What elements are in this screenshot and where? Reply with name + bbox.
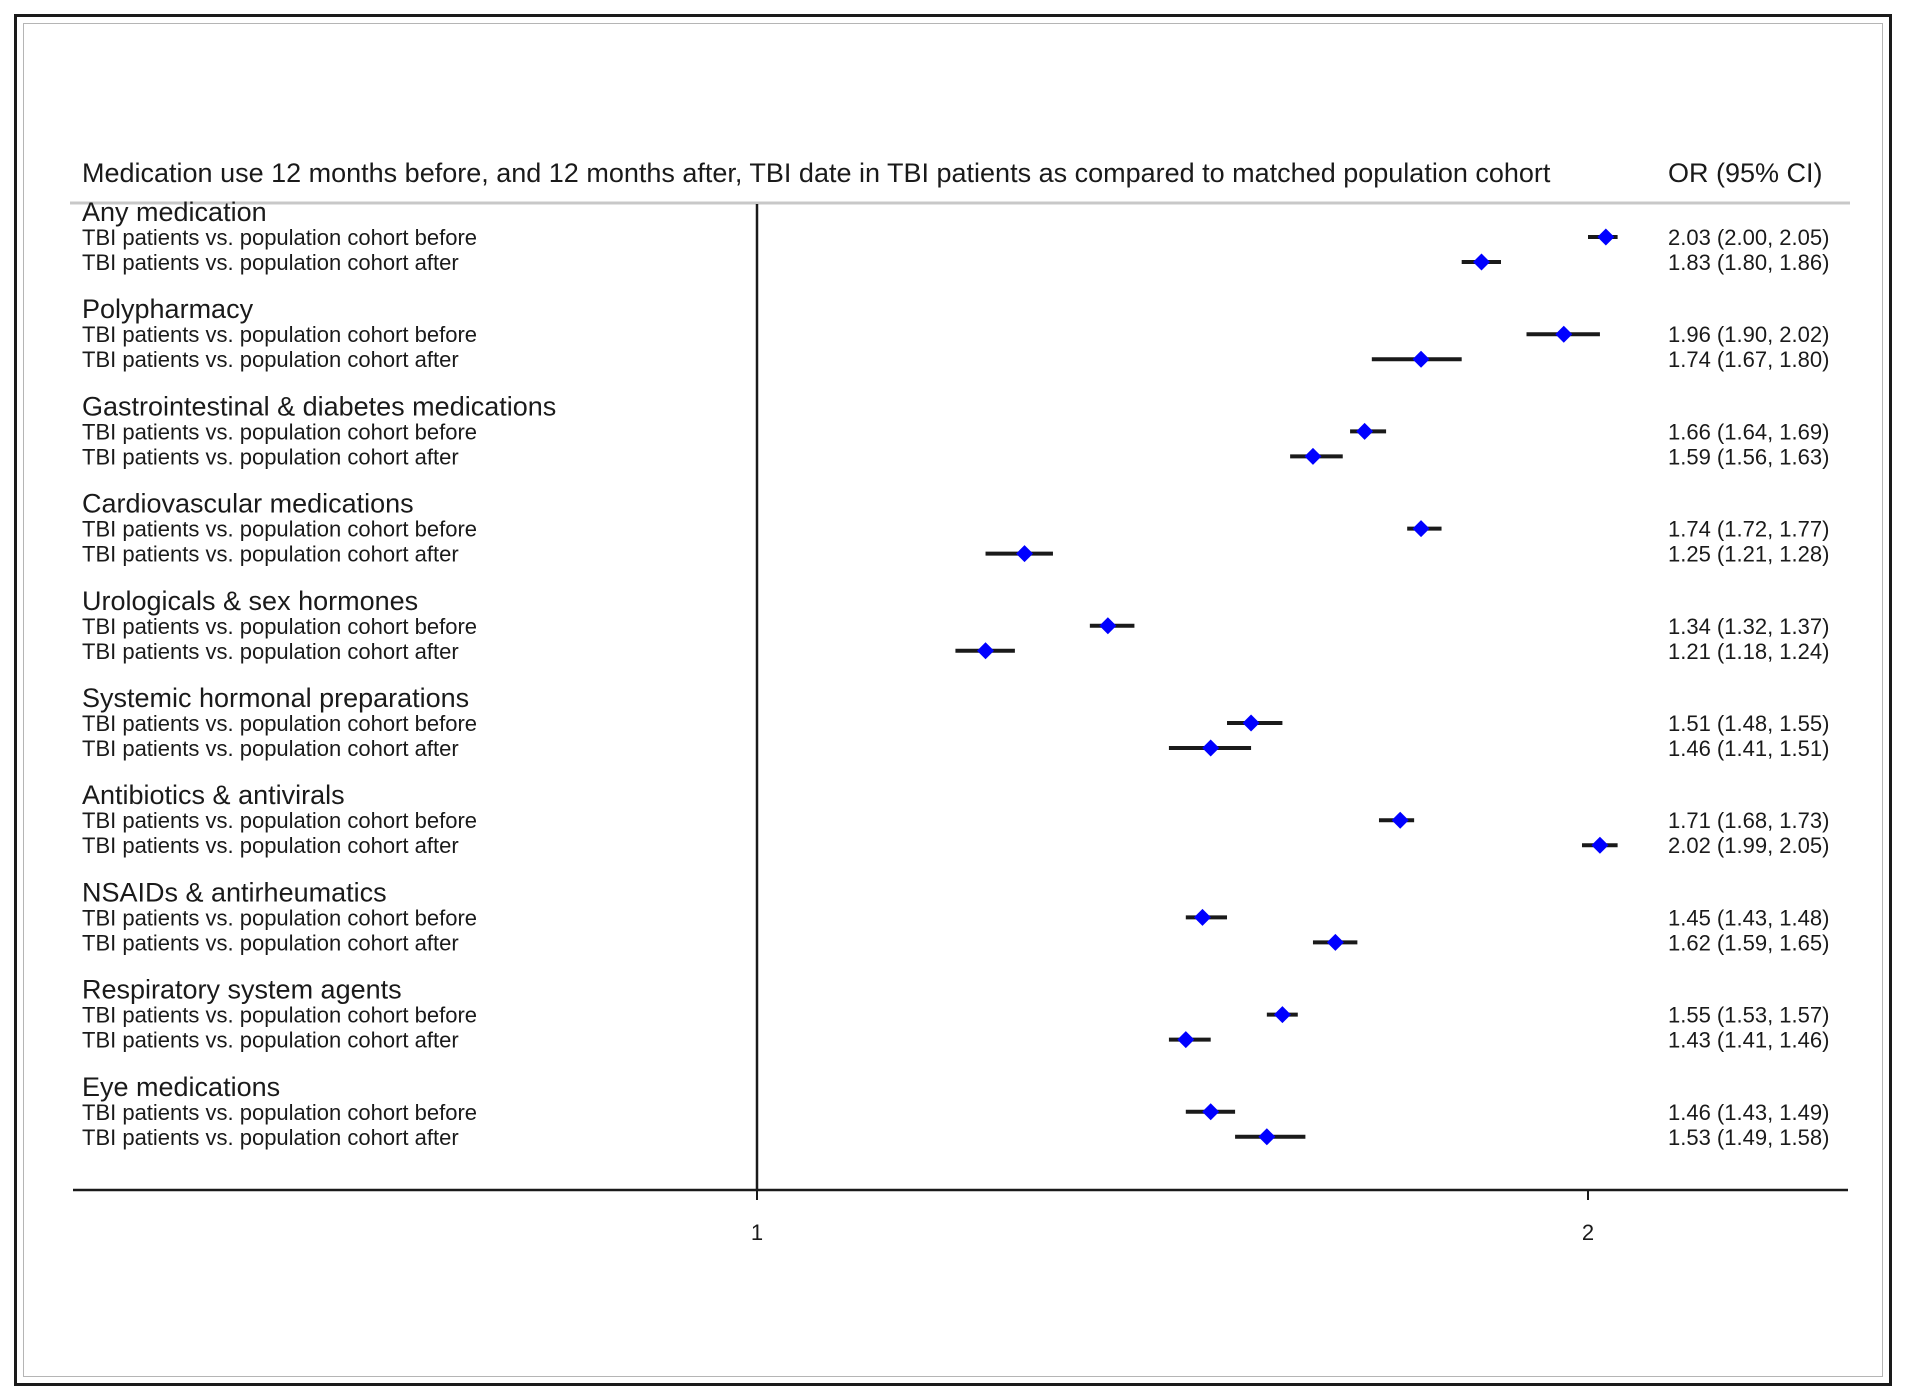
or-ci-value: 1.53 (1.49, 1.58) [1668,1125,1829,1150]
plot-title: Medication use 12 months before, and 12 … [82,158,1551,188]
group-label: Antibiotics & antivirals [82,780,345,810]
or-ci-value: 1.62 (1.59, 1.65) [1668,930,1829,955]
row-label: TBI patients vs. population cohort befor… [82,322,477,347]
x-tick-label: 1 [751,1220,763,1245]
or-ci-value: 2.02 (1.99, 2.05) [1668,833,1829,858]
row-label: TBI patients vs. population cohort after [82,347,459,372]
point-estimate-marker [1273,1006,1291,1024]
or-ci-value: 1.46 (1.41, 1.51) [1668,736,1829,761]
or-ci-value: 1.46 (1.43, 1.49) [1668,1100,1829,1125]
point-estimate-marker [1099,617,1117,635]
point-estimate-marker [1555,325,1573,343]
point-estimate-marker [1597,228,1615,246]
figure-frame [14,14,1892,1386]
or-ci-value: 1.45 (1.43, 1.48) [1668,905,1829,930]
row-label: TBI patients vs. population cohort after [82,542,459,567]
point-estimate-marker [1202,1103,1220,1121]
group-label: Cardiovascular medications [82,489,414,519]
group-label: Gastrointestinal & diabetes medications [82,391,556,421]
row-label: TBI patients vs. population cohort befor… [82,419,477,444]
or-ci-value: 2.03 (2.00, 2.05) [1668,225,1829,250]
x-tick-label: 2 [1582,1220,1594,1245]
point-estimate-marker [1016,545,1034,563]
or-ci-value: 1.66 (1.64, 1.69) [1668,419,1829,444]
group-label: Any medication [82,197,267,227]
group-label: Polypharmacy [82,294,254,324]
or-ci-value: 1.43 (1.41, 1.46) [1668,1028,1829,1053]
or-ci-value: 1.34 (1.32, 1.37) [1668,614,1829,639]
or-ci-value: 1.74 (1.72, 1.77) [1668,517,1829,542]
or-ci-value: 1.51 (1.48, 1.55) [1668,711,1829,736]
row-label: TBI patients vs. population cohort befor… [82,517,477,542]
row-label: TBI patients vs. population cohort befor… [82,1100,477,1125]
or-ci-value: 1.25 (1.21, 1.28) [1668,542,1829,567]
point-estimate-marker [1242,714,1260,732]
stat-header: OR (95% CI) [1668,158,1823,188]
row-label: TBI patients vs. population cohort after [82,736,459,761]
row-label: TBI patients vs. population cohort befor… [82,1003,477,1028]
point-estimate-marker [1258,1128,1276,1146]
row-label: TBI patients vs. population cohort after [82,833,459,858]
or-ci-value: 1.83 (1.80, 1.86) [1668,250,1829,275]
or-ci-value: 1.74 (1.67, 1.80) [1668,347,1829,372]
point-estimate-marker [1304,447,1322,465]
group-block: Gastrointestinal & diabetes medicationsT… [82,391,1829,469]
point-estimate-marker [1177,1031,1195,1049]
point-estimate-marker [1473,253,1491,271]
point-estimate-marker [1591,836,1609,854]
row-label: TBI patients vs. population cohort befor… [82,711,477,736]
row-label: TBI patients vs. population cohort after [82,639,459,664]
group-label: Eye medications [82,1072,280,1102]
or-ci-value: 1.96 (1.90, 2.02) [1668,322,1829,347]
point-estimate-marker [1202,739,1220,757]
group-label: Urologicals & sex hormones [82,586,418,616]
group-label: Respiratory system agents [82,975,402,1005]
row-label: TBI patients vs. population cohort befor… [82,614,477,639]
or-ci-value: 1.59 (1.56, 1.63) [1668,444,1829,469]
or-ci-value: 1.71 (1.68, 1.73) [1668,808,1829,833]
point-estimate-marker [1326,933,1344,951]
row-label: TBI patients vs. population cohort befor… [82,808,477,833]
or-ci-value: 1.21 (1.18, 1.24) [1668,639,1829,664]
row-label: TBI patients vs. population cohort after [82,930,459,955]
row-label: TBI patients vs. population cohort befor… [82,225,477,250]
group-label: NSAIDs & antirheumatics [82,877,387,907]
group-label: Systemic hormonal preparations [82,683,469,713]
point-estimate-marker [1412,520,1430,538]
row-label: TBI patients vs. population cohort after [82,444,459,469]
point-estimate-marker [1356,422,1374,440]
point-estimate-marker [1391,811,1409,829]
row-label: TBI patients vs. population cohort after [82,250,459,275]
point-estimate-marker [1412,350,1430,368]
row-label: TBI patients vs. population cohort after [82,1125,459,1150]
row-label: TBI patients vs. population cohort befor… [82,905,477,930]
point-estimate-marker [977,642,995,660]
figure-inner-border [23,23,1883,1377]
or-ci-value: 1.55 (1.53, 1.57) [1668,1003,1829,1028]
row-label: TBI patients vs. population cohort after [82,1028,459,1053]
point-estimate-marker [1193,908,1211,926]
